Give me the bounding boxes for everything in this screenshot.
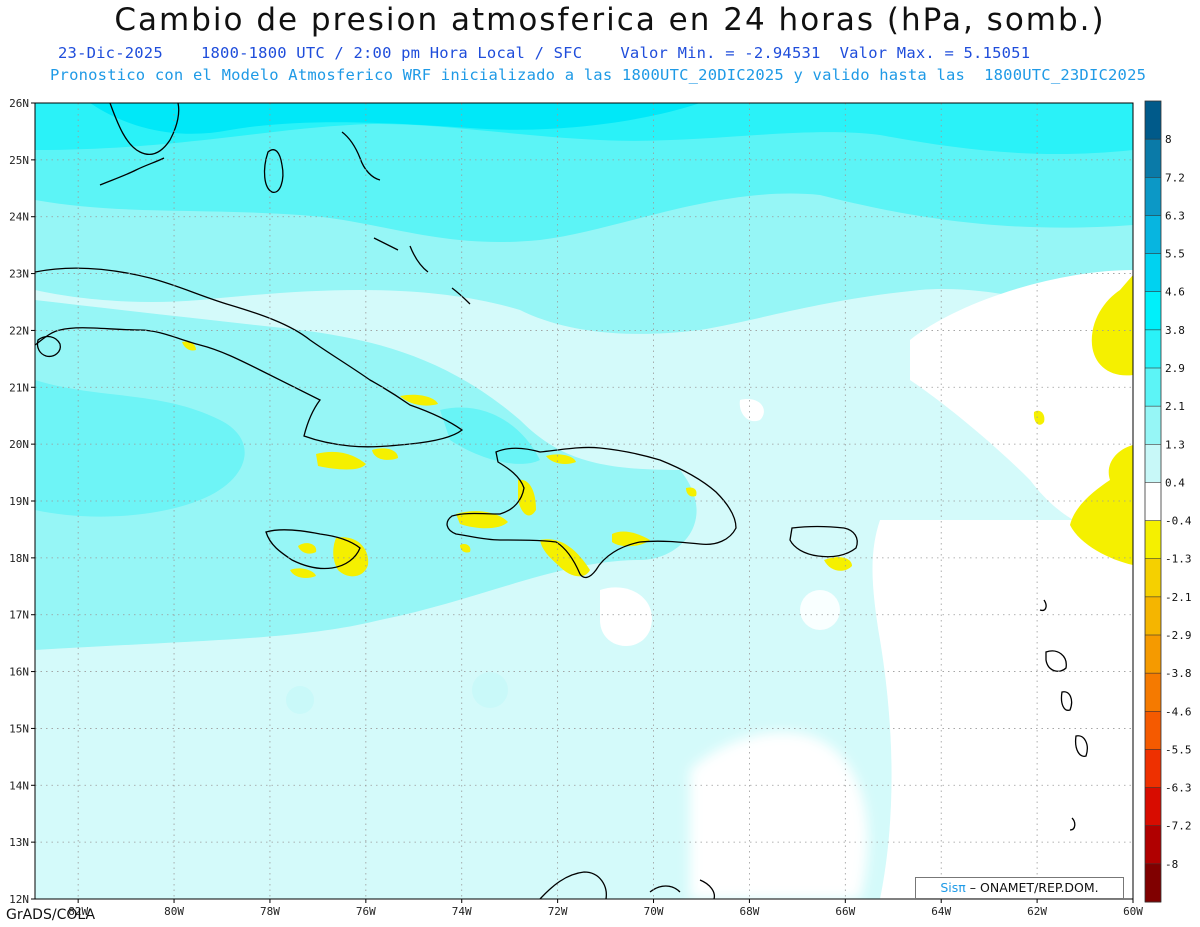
colorbar-label: -1.3 [1165, 553, 1192, 566]
colorbar-label: 6.3 [1165, 209, 1185, 222]
lat-label: 25N [9, 154, 29, 167]
colorbar-label: -6.3 [1165, 782, 1192, 795]
map-grid [35, 103, 1133, 899]
lon-label: 74W [452, 905, 472, 918]
colorbar-swatch [1145, 711, 1161, 750]
coast-eleuthera [341, 131, 381, 181]
lat-label: 21N [9, 381, 29, 394]
coast-cuba [35, 267, 464, 448]
colorbar-swatch [1145, 863, 1161, 903]
coast-puerto-rico [789, 525, 858, 558]
map-title: Cambio de presion atmosferica en 24 hora… [114, 2, 1106, 38]
lat-label: 20N [9, 438, 29, 451]
lon-label: 60W [1123, 905, 1143, 918]
colorbar: 8 7.2 6.3 5.5 4.6 3.8 2.9 2.1 1.3 0.4 -0.4 -1.3 -2.1… [1144, 100, 1192, 903]
colorbar-label: -7.2 [1165, 820, 1192, 833]
coast-bahamas-chain [373, 237, 471, 305]
lat-label: 17N [9, 609, 29, 622]
coast-andros [263, 149, 284, 193]
colorbar-label: 8 [1165, 133, 1172, 146]
colorbar-swatch [1145, 520, 1161, 560]
lat-label: 22N [9, 324, 29, 337]
lat-label: 16N [9, 666, 29, 679]
coast-isla-de-la-juventud [36, 335, 61, 358]
lon-label: 66W [835, 905, 855, 918]
colorbar-swatch [1145, 596, 1161, 636]
colorbar-swatch [1145, 329, 1161, 369]
colorbar-swatch [1145, 253, 1161, 293]
credit-org: – ONAMET/REP.DOM. [969, 880, 1099, 895]
lat-label: 13N [9, 836, 29, 849]
lon-label: 70W [644, 905, 664, 918]
coast-south-america [539, 871, 716, 899]
lat-label: 23N [9, 268, 29, 281]
lat-label: 14N [9, 779, 29, 792]
colorbar-label: 7.2 [1165, 171, 1185, 184]
coast-lesser-antilles [1039, 599, 1088, 831]
colorbar-swatch [1145, 482, 1161, 522]
colorbar-swatch [1145, 368, 1161, 407]
longitude-labels: 82W 80W 78W 76W 74W 72W 70W 68W 66W 64W 62W 60W [68, 899, 1143, 918]
coast-hispaniola [446, 446, 737, 579]
colorbar-label: 0.4 [1165, 476, 1185, 489]
lon-label: 68W [739, 905, 759, 918]
colorbar-label: -0.4 [1165, 515, 1192, 528]
colorbar-swatch [1145, 825, 1161, 865]
lat-label: 19N [9, 495, 29, 508]
credit-brand: Sisπ [940, 880, 966, 895]
lon-label: 62W [1027, 905, 1047, 918]
colorbar-swatch [1145, 787, 1161, 827]
lat-label: 24N [9, 211, 29, 224]
colorbar-swatch [1145, 749, 1161, 789]
colorbar-label: -8 [1165, 858, 1178, 871]
colorbar-swatch [1145, 635, 1161, 674]
lon-label: 72W [548, 905, 568, 918]
colorbar-label: -2.1 [1165, 591, 1192, 604]
colorbar-swatch [1145, 291, 1161, 331]
lon-label: 78W [260, 905, 280, 918]
lat-label: 12N [9, 893, 29, 906]
latitude-labels: 26N 25N 24N 23N 22N 21N 20N 19N 18N 17N 16N 15N 14N 1… [9, 97, 35, 906]
colorbar-swatch [1145, 558, 1161, 598]
map-subtitle-date: 23-Dic-2025 1800-1800 UTC / 2:00 pm Hora… [58, 44, 1031, 62]
shaded-field [35, 103, 1133, 899]
lon-label: 82W [68, 905, 88, 918]
colorbar-label: -3.8 [1165, 667, 1192, 680]
lon-label: 64W [931, 905, 951, 918]
credit-box: Sisπ – ONAMET/REP.DOM. [915, 877, 1124, 899]
colorbar-swatch [1145, 139, 1161, 178]
coastlines [35, 103, 1088, 899]
colorbar-swatch [1145, 444, 1161, 483]
negative-change-areas [182, 275, 1133, 578]
lat-label: 26N [9, 97, 29, 110]
lon-label: 76W [356, 905, 376, 918]
colorbar-label: -5.5 [1165, 743, 1192, 756]
coast-florida [109, 103, 180, 155]
colorbar-label: 3.8 [1165, 324, 1185, 337]
colorbar-swatch [1145, 215, 1161, 255]
lat-label: 18N [9, 552, 29, 565]
colorbar-label: 1.3 [1165, 438, 1185, 451]
colorbar-swatch [1145, 177, 1161, 216]
colorbar-frame [1144, 100, 1162, 903]
coast-florida-keys [99, 157, 165, 186]
colorbar-label: 2.9 [1165, 362, 1185, 375]
colorbar-swatch [1145, 101, 1161, 140]
lat-label: 15N [9, 722, 29, 735]
software-label: GrADS/COLA [6, 907, 96, 923]
colorbar-label: 4.6 [1165, 286, 1185, 299]
map-subtitle-model: Pronostico con el Modelo Atmosferico WRF… [50, 66, 1147, 84]
lon-label: 80W [164, 905, 184, 918]
colorbar-swatch [1145, 673, 1161, 712]
colorbar-label: -4.6 [1165, 705, 1192, 718]
colorbar-label: -2.9 [1165, 629, 1192, 642]
colorbar-label: 2.1 [1165, 400, 1185, 413]
colorbar-swatch [1145, 406, 1161, 445]
colorbar-label: 5.5 [1165, 248, 1185, 261]
